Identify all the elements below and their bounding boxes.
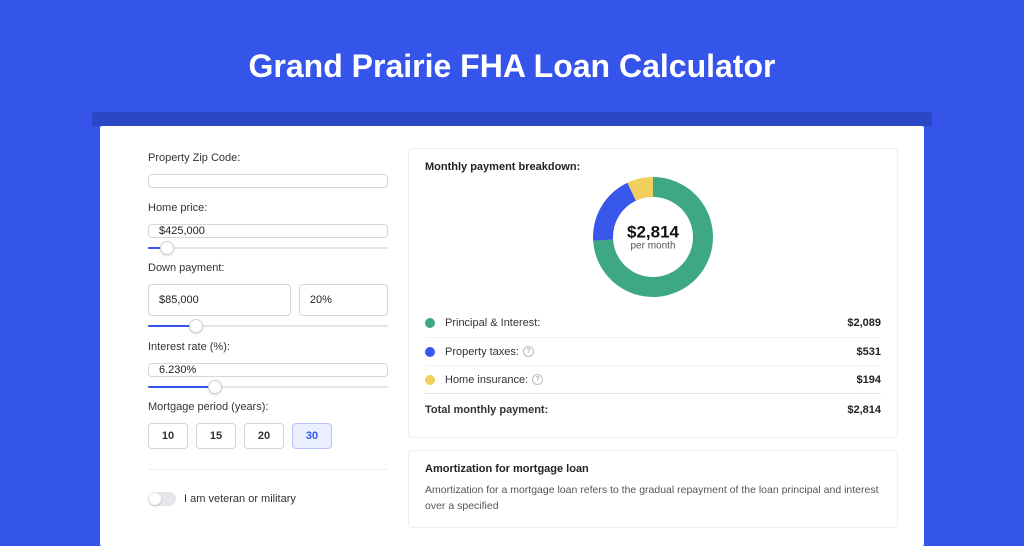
legend-row: Property taxes: ?$531	[425, 337, 881, 365]
legend-total-row: Total monthly payment:$2,814	[425, 393, 881, 425]
legend-total-value: $2,814	[847, 404, 881, 416]
legend-value: $2,089	[847, 317, 881, 329]
zip-label: Property Zip Code:	[148, 152, 388, 164]
amortization-title: Amortization for mortgage loan	[425, 463, 881, 475]
legend-row: Home insurance: ?$194	[425, 365, 881, 393]
zip-input[interactable]	[148, 174, 388, 188]
amortization-body: Amortization for a mortgage loan refers …	[425, 483, 881, 515]
card-shadow-bar	[92, 112, 932, 126]
period-label: Mortgage period (years):	[148, 401, 388, 413]
legend-dot-icon	[425, 318, 435, 328]
legend: Principal & Interest:$2,089Property taxe…	[425, 309, 881, 425]
home-price-label: Home price:	[148, 202, 388, 214]
down-payment-pct-input[interactable]	[299, 284, 388, 316]
period-option-20[interactable]: 20	[244, 423, 284, 449]
donut-chart: $2,814 per month	[593, 177, 713, 297]
legend-row: Principal & Interest:$2,089	[425, 309, 881, 337]
donut-center-value: $2,814	[627, 223, 679, 243]
period-options: 10 15 20 30	[148, 423, 388, 449]
home-price-input[interactable]	[148, 224, 388, 238]
veteran-label: I am veteran or military	[184, 493, 296, 505]
legend-value: $194	[857, 374, 881, 386]
form-panel: Property Zip Code: Home price: Down paym…	[148, 148, 388, 506]
down-payment-input[interactable]	[148, 284, 291, 316]
legend-value: $531	[857, 346, 881, 358]
period-option-15[interactable]: 15	[196, 423, 236, 449]
info-icon[interactable]: ?	[523, 346, 534, 357]
breakdown-section: Monthly payment breakdown: $2,814 per mo…	[408, 148, 898, 438]
down-payment-label: Down payment:	[148, 262, 388, 274]
breakdown-title: Monthly payment breakdown:	[425, 161, 881, 173]
legend-label: Home insurance: ?	[445, 374, 857, 386]
down-payment-slider[interactable]	[148, 323, 388, 326]
legend-label: Principal & Interest:	[445, 317, 847, 329]
legend-dot-icon	[425, 347, 435, 357]
legend-total-label: Total monthly payment:	[425, 404, 847, 416]
period-option-30[interactable]: 30	[292, 423, 332, 449]
period-option-10[interactable]: 10	[148, 423, 188, 449]
interest-rate-slider[interactable]	[148, 384, 388, 387]
page-title: Grand Prairie FHA Loan Calculator	[0, 48, 1024, 85]
legend-dot-icon	[425, 375, 435, 385]
amortization-section: Amortization for mortgage loan Amortizat…	[408, 450, 898, 528]
donut-center-sub: per month	[627, 241, 679, 252]
calculator-card: Property Zip Code: Home price: Down paym…	[100, 126, 924, 546]
home-price-slider[interactable]	[148, 245, 388, 248]
interest-rate-input[interactable]	[148, 363, 388, 377]
legend-label: Property taxes: ?	[445, 346, 857, 358]
info-icon[interactable]: ?	[532, 374, 543, 385]
results-panel: Monthly payment breakdown: $2,814 per mo…	[408, 148, 898, 506]
divider	[148, 469, 388, 470]
interest-rate-label: Interest rate (%):	[148, 341, 388, 353]
veteran-toggle[interactable]	[148, 492, 176, 506]
